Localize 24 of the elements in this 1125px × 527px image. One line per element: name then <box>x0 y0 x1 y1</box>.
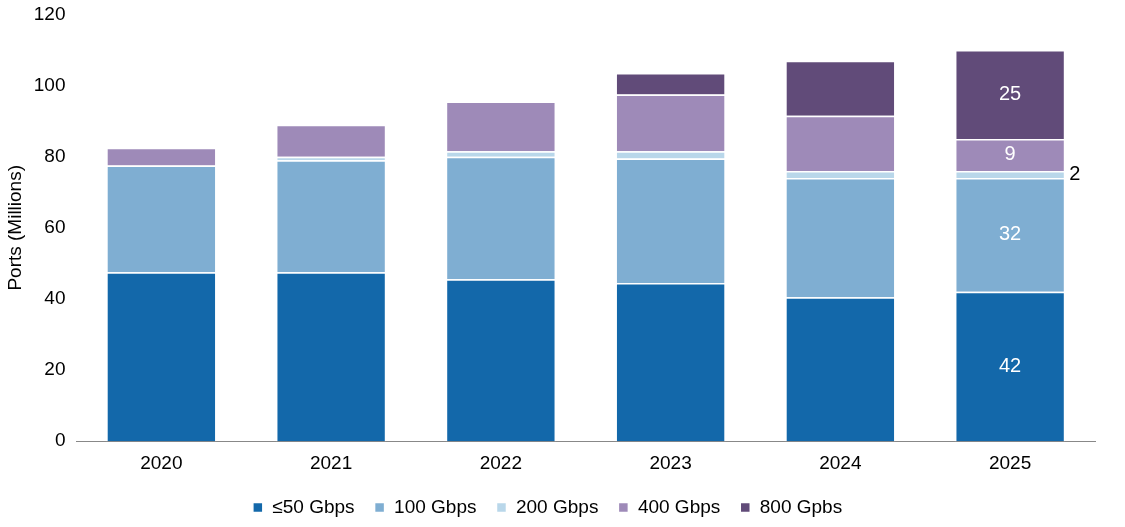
x-tick-label: 2021 <box>309 451 353 473</box>
legend-label: 800 Gpbs <box>759 495 843 517</box>
y-tick-label: 40 <box>44 287 66 309</box>
data-label: 25 <box>999 81 1022 104</box>
y-tick-label: 20 <box>44 358 66 380</box>
x-tick-label: 2025 <box>988 451 1032 473</box>
x-tick-label: 2020 <box>140 451 183 473</box>
legend-label: 200 Gbps <box>515 495 599 517</box>
y-tick-label: 100 <box>33 73 66 95</box>
y-tick-label: 80 <box>44 144 66 166</box>
data-label: 2 <box>1069 161 1081 184</box>
x-tick-label: 2023 <box>649 451 692 473</box>
data-label: 9 <box>1004 142 1016 165</box>
y-tick-label: 120 <box>33 2 66 24</box>
y-axis-title: Ports (Millions) <box>3 164 25 291</box>
data-label: 32 <box>999 222 1022 245</box>
legend-label: ≤50 Gbps <box>272 495 355 517</box>
x-tick-label: 2024 <box>819 451 862 473</box>
y-tick-label: 60 <box>44 216 66 238</box>
x-tick-label: 2022 <box>479 451 523 473</box>
legend-label: 400 Gbps <box>637 495 721 517</box>
data-label: 42 <box>999 354 1022 377</box>
y-tick-label: 0 <box>54 429 66 451</box>
legend-label: 100 Gbps <box>394 495 477 517</box>
